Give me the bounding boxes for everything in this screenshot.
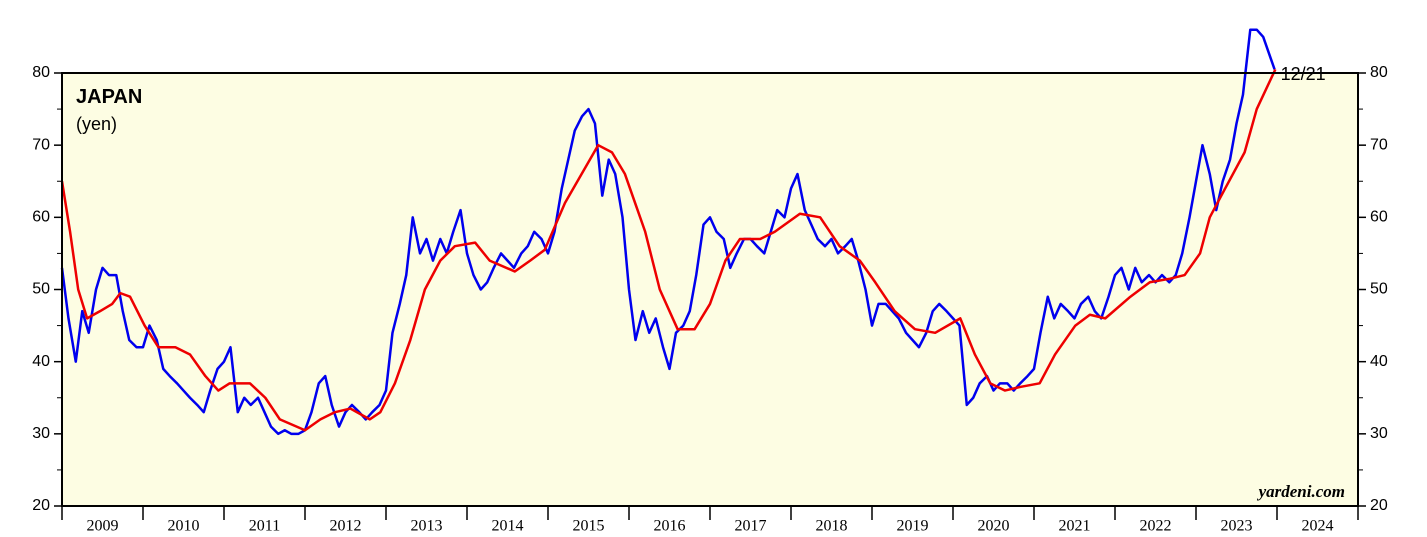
x-tick-label: 2017 <box>735 518 767 535</box>
y2-tick-label: 60 <box>1370 209 1388 226</box>
y2-tick-label: 30 <box>1370 425 1388 442</box>
x-tick-label: 2011 <box>249 518 280 535</box>
x-tick-label: 2009 <box>87 518 119 535</box>
chart-subtitle: (yen) <box>76 114 117 134</box>
y-tick-label: 80 <box>32 64 50 81</box>
source: yardeni.com <box>1257 482 1345 501</box>
y2-tick-label: 80 <box>1370 64 1388 81</box>
x-tick-label: 2015 <box>573 518 605 535</box>
series-line <box>60 28 1276 436</box>
series-line <box>60 68 1277 432</box>
y-tick-label: 50 <box>32 281 50 298</box>
x-tick-label: 2016 <box>654 518 686 535</box>
y2-tick-label: 50 <box>1370 281 1388 298</box>
x-tick-label: 2019 <box>897 518 929 535</box>
x-tick-label: 2024 <box>1302 518 1334 535</box>
y-tick-label: 30 <box>32 425 50 442</box>
x-tick-label: 2021 <box>1059 518 1091 535</box>
y2-tick-label: 70 <box>1370 136 1388 153</box>
plot-area <box>62 73 1358 506</box>
y-tick-label: 20 <box>32 497 50 514</box>
y2-tick-label: 40 <box>1370 353 1388 370</box>
x-tick-label: 2022 <box>1140 518 1172 535</box>
x-tick-label: 2018 <box>816 518 848 535</box>
x-tick-label: 2020 <box>978 518 1010 535</box>
x-tick-label: 2012 <box>330 518 362 535</box>
y-tick-label: 60 <box>32 209 50 226</box>
x-tick-label: 2023 <box>1221 518 1253 535</box>
y-tick-label: 70 <box>32 136 50 153</box>
y2-tick-label: 20 <box>1370 497 1388 514</box>
x-tick-label: 2013 <box>411 518 443 535</box>
y-tick-label: 40 <box>32 353 50 370</box>
chart-title: JAPAN <box>76 86 142 108</box>
x-tick-label: 2010 <box>168 518 200 535</box>
marks <box>60 28 1277 436</box>
x-tick-label: 2014 <box>492 518 524 535</box>
annotation: 12/21 <box>1281 64 1326 84</box>
